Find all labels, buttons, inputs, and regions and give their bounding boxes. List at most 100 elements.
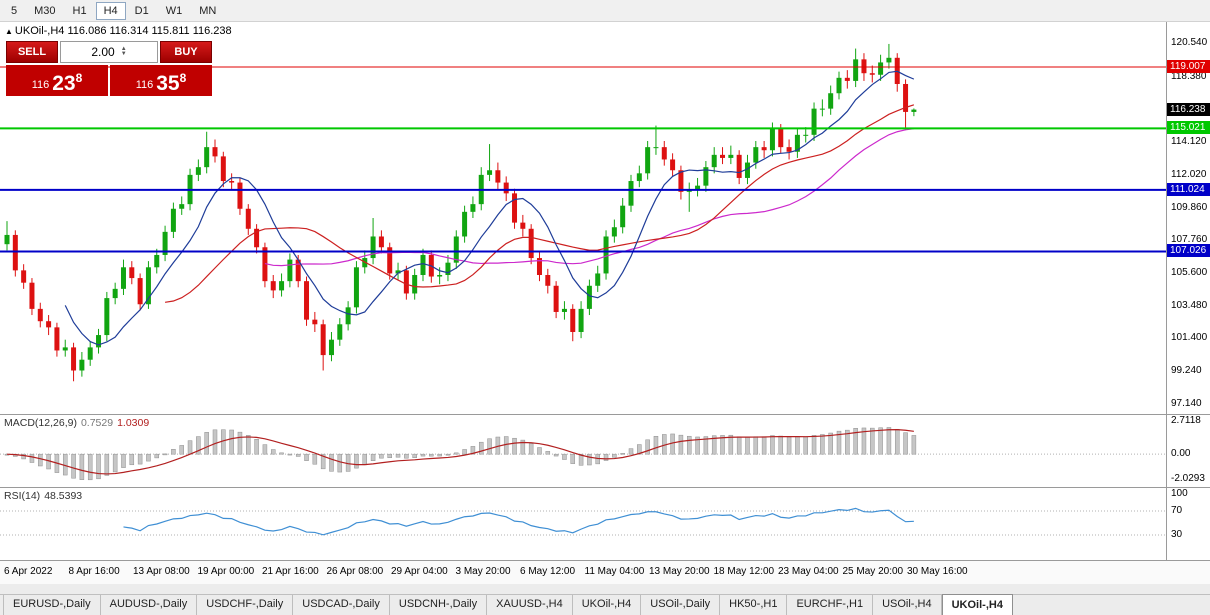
bid-pipette: 8 — [75, 71, 83, 85]
price-axis-label: 97.140 — [1171, 397, 1202, 409]
timeframe-button-h1[interactable]: H1 — [65, 2, 95, 20]
price-axis-label: 105.600 — [1171, 267, 1208, 279]
current-price-tag: 116.238 — [1167, 102, 1210, 116]
volume-increase-icon[interactable]: ▲ — [120, 46, 127, 52]
time-axis-label: 11 May 04:00 — [584, 566, 645, 577]
chart-tab-ukoil-h4[interactable]: UKOil-,H4 — [941, 594, 1013, 615]
moving-averages — [64, 70, 915, 346]
macd-histogram — [4, 427, 917, 481]
macd-panel[interactable]: MACD(12,26,9) 0.7529 1.0309 — [0, 414, 1166, 487]
time-axis-label: 18 May 12:00 — [713, 566, 775, 577]
chart-tab-hk50-h1[interactable]: HK50-,H1 — [720, 595, 788, 615]
ask-pipette: 8 — [179, 71, 187, 85]
timeframe-button-w1[interactable]: W1 — [158, 2, 191, 20]
time-axis-label: 26 Apr 08:00 — [326, 566, 384, 577]
macd-main-value: 0.7529 — [80, 417, 114, 429]
time-axis-label: 3 May 20:00 — [455, 566, 511, 577]
rsi-label: RSI(14) 48.5393 — [4, 490, 82, 502]
chart-tab-usdchf-daily[interactable]: USDCHF-,Daily — [197, 595, 294, 615]
bid-main-digits: 23 — [52, 72, 76, 95]
bid-price-box[interactable]: 116 23 8 — [6, 65, 108, 96]
volume-spinner: ▲ ▼ — [120, 46, 127, 57]
macd-label: MACD(12,26,9) 0.7529 1.0309 — [4, 417, 149, 429]
macd-axis-label: 2.7118 — [1171, 415, 1201, 426]
timeframe-button-m30[interactable]: M30 — [26, 2, 63, 20]
sell-button[interactable]: SELL — [6, 41, 58, 63]
price-axis-label: 120.540 — [1171, 37, 1208, 49]
buy-button[interactable]: BUY — [160, 41, 212, 63]
chart-tab-eurchf-h1[interactable]: EURCHF-,H1 — [787, 595, 874, 615]
time-axis-label: 8 Apr 16:00 — [68, 566, 120, 577]
price-axis-label: 107.760 — [1171, 234, 1208, 246]
chart-tab-usoil-daily[interactable]: USOil-,Daily — [641, 595, 721, 615]
bid-prefix: 116 — [31, 79, 50, 91]
macd-name: MACD(12,26,9) — [4, 417, 77, 429]
rsi-value: 48.5393 — [44, 490, 83, 502]
macd-axis: 2.7118 0.00 -2.0293 — [1166, 414, 1210, 487]
candlestick-chart[interactable] — [0, 22, 1166, 414]
one-click-trading-panel: SELL 2.00 ▲ ▼ BUY 116 23 8 116 35 8 — [6, 41, 212, 96]
time-axis-label: 29 Apr 04:00 — [391, 566, 448, 577]
rsi-chart — [0, 507, 1166, 536]
time-axis-label: 6 May 12:00 — [520, 566, 576, 577]
macd-axis-label: -2.0293 — [1171, 473, 1205, 484]
rsi-axis: 100 70 30 — [1166, 487, 1210, 560]
ask-prefix: 116 — [135, 79, 154, 91]
timeframe-button-h4[interactable]: H4 — [95, 1, 126, 20]
chart-tab-ukoil-h4[interactable]: UKOil-,H4 — [573, 595, 642, 615]
rsi-name: RSI(14) — [4, 490, 41, 502]
timeframe-button-d1[interactable]: D1 — [127, 2, 157, 20]
chart-marker-icon: ▲ — [5, 27, 13, 36]
time-axis-label: 13 May 20:00 — [649, 566, 710, 577]
time-axis-label: 30 May 16:00 — [907, 566, 968, 577]
ask-price-box[interactable]: 116 35 8 — [110, 65, 212, 96]
chart-tab-usdcad-daily[interactable]: USDCAD-,Daily — [293, 595, 390, 615]
chart-tab-audusd-daily[interactable]: AUDUSD-,Daily — [101, 595, 198, 615]
rsi-axis-label: 70 — [1171, 505, 1183, 516]
timeframe-button-5[interactable]: 5 — [3, 2, 25, 20]
chart-tab-xauusd-h4[interactable]: XAUUSD-,H4 — [487, 595, 573, 615]
price-axis: 120.540118.380116.220114.120112.020109.8… — [1166, 22, 1210, 414]
window-strip — [0, 584, 1210, 594]
time-axis-label: 23 May 04:00 — [778, 566, 839, 577]
rsi-axis-label: 100 — [1171, 488, 1188, 499]
price-axis-label: 109.860 — [1171, 201, 1208, 213]
time-axis-label: 13 Apr 08:00 — [133, 566, 190, 577]
time-axis-label: 25 May 20:00 — [842, 566, 904, 577]
volume-input[interactable]: 2.00 ▲ ▼ — [60, 41, 158, 63]
time-axis: 6 Apr 2022 8 Apr 16:00 13 Apr 08:00 19 Apr … — [0, 560, 1210, 584]
chart-title: ▲ UKOil-,H4 116.086 116.314 115.811 116.2… — [5, 25, 232, 37]
time-axis-label: 21 Apr 16:00 — [262, 566, 319, 577]
chart-tab-usdcnh-daily[interactable]: USDCNH-,Daily — [390, 595, 488, 615]
horizontal-level-lines — [0, 66, 1166, 253]
chart-tab-bar: EURUSD-,Daily AUDUSD-,Daily USDCHF-,Daily U… — [0, 594, 1210, 615]
chart-tab-eurusd-daily[interactable]: EURUSD-,Daily — [3, 595, 101, 615]
ask-main-digits: 35 — [156, 72, 180, 95]
price-axis-label: 114.120 — [1171, 136, 1207, 148]
time-axis-label: 6 Apr 2022 — [4, 566, 53, 577]
price-level-tag: 107.026 — [1167, 244, 1210, 258]
price-axis-label: 103.480 — [1171, 300, 1208, 312]
macd-signal-line — [6, 429, 914, 475]
price-axis-label: 118.380 — [1171, 70, 1207, 82]
macd-axis-label: 0.00 — [1171, 448, 1191, 460]
macd-signal-value: 1.0309 — [117, 417, 150, 429]
volume-decrease-icon[interactable]: ▼ — [120, 51, 127, 57]
timeframe-button-mn[interactable]: MN — [191, 2, 224, 20]
timeframe-toolbar: 5 M30 H1 H4 D1 W1 MN — [0, 0, 1210, 22]
chart-ohlc-values: 116.086 116.314 115.811 116.238 — [67, 25, 232, 37]
time-axis-label: 19 Apr 00:00 — [197, 566, 255, 577]
rsi-panel[interactable]: RSI(14) 48.5393 — [0, 487, 1166, 560]
price-axis-label: 112.020 — [1171, 168, 1207, 180]
price-level-tag: 115.021 — [1167, 121, 1210, 135]
chart-plot-area[interactable]: ▲ UKOil-,H4 116.086 116.314 115.811 116.2… — [0, 22, 1166, 414]
rsi-line — [123, 507, 914, 536]
chart-tab-usoil-h4[interactable]: USOil-,H4 — [873, 595, 942, 615]
price-axis-label: 99.240 — [1171, 365, 1202, 377]
price-level-tag: 111.024 — [1167, 182, 1210, 196]
price-level-tag: 119.007 — [1167, 59, 1210, 73]
macd-chart — [0, 427, 1166, 481]
rsi-axis-label: 30 — [1171, 529, 1183, 540]
volume-value: 2.00 — [91, 45, 115, 59]
